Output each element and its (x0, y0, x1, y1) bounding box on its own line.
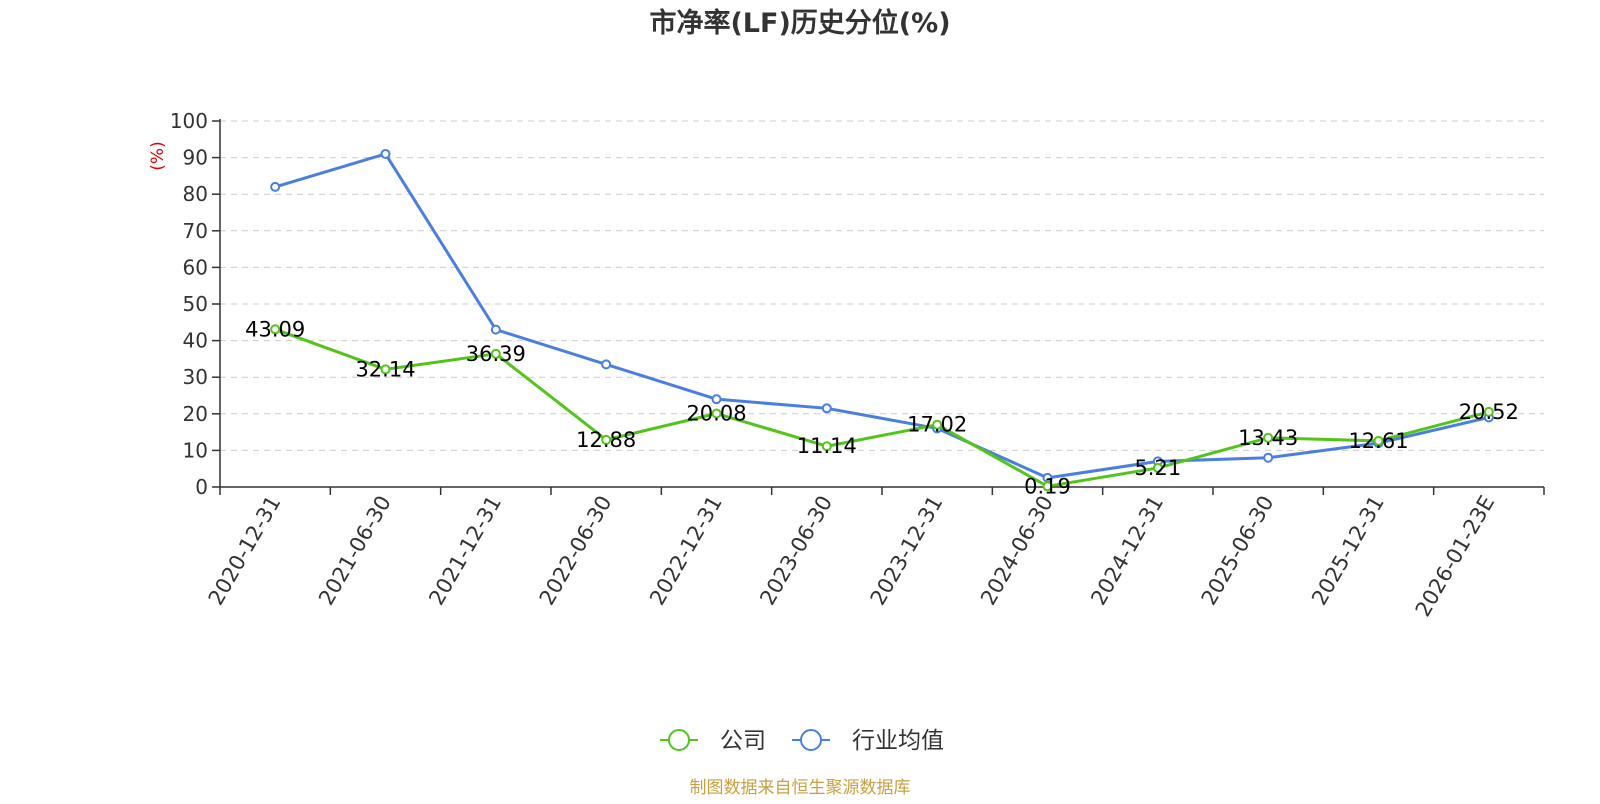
data-point[interactable] (1152, 462, 1163, 473)
data-point[interactable] (490, 324, 501, 335)
data-label: 32.14 (355, 357, 415, 381)
y-tick-label: 50 (183, 292, 208, 316)
x-tick-label: 2022-06-30 (535, 492, 617, 610)
data-label: 12.88 (576, 428, 636, 452)
series-lines (270, 148, 1494, 492)
data-point[interactable] (270, 181, 281, 192)
data-label: 17.02 (907, 413, 967, 437)
x-tick-label: 2025-12-31 (1307, 492, 1389, 610)
x-tick-label: 2025-06-30 (1197, 492, 1279, 610)
data-point[interactable] (490, 348, 501, 359)
y-tick-label: 20 (183, 402, 208, 426)
legend: 公司 行业均值 (660, 728, 944, 754)
x-tick-label: 2021-12-31 (424, 492, 506, 610)
y-tick-label: 10 (183, 438, 208, 462)
data-point[interactable] (1373, 435, 1384, 446)
data-label: 5.21 (1134, 456, 1181, 480)
series-line (274, 152, 1490, 480)
data-point[interactable] (821, 441, 832, 452)
legend-label: 公司 (720, 728, 766, 754)
x-tick-label: 2024-12-31 (1086, 492, 1168, 610)
data-point[interactable] (1263, 452, 1274, 463)
x-tick-label: 2024-06-30 (976, 492, 1058, 610)
source-note: 制图数据来自恒生聚源数据库 (690, 778, 911, 798)
data-point[interactable] (270, 324, 281, 335)
legend-item[interactable]: 公司 (660, 728, 766, 754)
chart-title: 市净率(LF)历史分位(%) (649, 7, 950, 39)
data-label: 12.61 (1348, 429, 1408, 453)
data-label: 43.09 (245, 317, 305, 341)
legend-marker-icon (668, 729, 690, 751)
data-labels: 43.09 32.14 36.39 12.88 20.08 11.14 17.02 0.19 5… (245, 317, 1519, 498)
data-point[interactable] (1483, 406, 1494, 417)
data-point[interactable] (711, 408, 722, 419)
y-tick-label: 100 (170, 109, 208, 133)
y-tick-label: 30 (183, 365, 208, 389)
y-tick-label: 60 (183, 255, 208, 279)
data-label: 13.43 (1238, 426, 1298, 450)
legend-marker-icon (800, 729, 822, 751)
x-tick-label: 2023-12-31 (866, 492, 948, 610)
data-point[interactable] (380, 364, 391, 375)
legend-label: 行业均值 (852, 728, 944, 754)
series-line (274, 327, 1490, 488)
data-label: 11.14 (797, 434, 857, 458)
data-point[interactable] (821, 403, 832, 414)
data-point[interactable] (1263, 432, 1274, 443)
data-label: 36.39 (466, 342, 526, 366)
x-tick-label: 2023-06-30 (755, 492, 837, 610)
data-point[interactable] (932, 419, 943, 430)
data-label: 20.08 (686, 402, 746, 426)
x-tick-label: 2026-01-23E (1411, 492, 1499, 621)
data-point[interactable] (380, 148, 391, 159)
legend-item[interactable]: 行业均值 (792, 728, 944, 754)
data-label: 0.19 (1024, 474, 1071, 498)
grid-lines (220, 120, 1544, 451)
data-label: 20.52 (1459, 400, 1519, 424)
data-point[interactable] (601, 434, 612, 445)
y-tick-label: 80 (183, 182, 208, 206)
data-point[interactable] (711, 394, 722, 405)
y-axis-label: (%) (148, 141, 168, 170)
data-point[interactable] (1042, 481, 1053, 492)
y-tick-label: 0 (195, 475, 208, 499)
x-tick-label: 2020-12-31 (204, 492, 286, 610)
x-tick-label: 2022-12-31 (645, 492, 727, 610)
y-tick-label: 70 (183, 219, 208, 243)
y-tick-label: 40 (183, 329, 208, 353)
data-point[interactable] (601, 359, 612, 370)
x-tick-label: 2021-06-30 (314, 492, 396, 610)
y-tick-label: 90 (183, 146, 208, 170)
